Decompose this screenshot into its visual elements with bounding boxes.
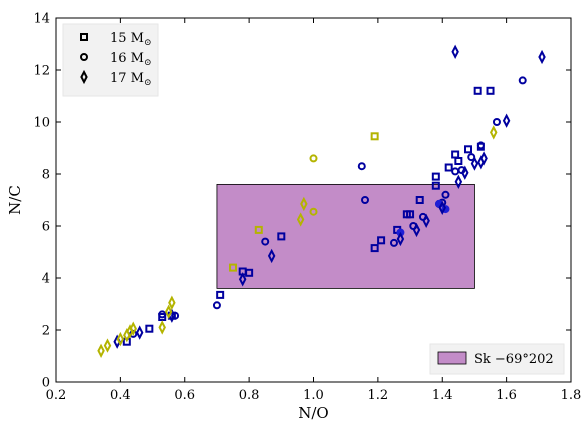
- circle-point: [441, 190, 450, 199]
- diamond-point: [538, 49, 546, 65]
- square-point: [454, 157, 463, 165]
- diamond-point: [454, 174, 463, 189]
- square-point: [145, 324, 154, 333]
- y-tick-label: 6: [42, 220, 50, 235]
- points-layer: [97, 44, 546, 358]
- diamond-point: [267, 248, 276, 264]
- y-tick-label: 12: [33, 64, 50, 79]
- square-point: [277, 232, 286, 241]
- legend-label-main: 17 M: [110, 71, 144, 86]
- legend: 15 M⊙16 M⊙17 M⊙: [62, 23, 159, 97]
- circle-point: [212, 301, 221, 310]
- x-tick-label: 1.2: [368, 388, 389, 403]
- y-tick-label: 8: [42, 168, 50, 183]
- square-point: [431, 172, 440, 181]
- circle-point: [361, 196, 369, 204]
- square-point: [216, 290, 225, 299]
- x-tick-label: 1.8: [561, 388, 581, 403]
- diamond-point: [97, 343, 105, 358]
- circle-point: [171, 311, 180, 320]
- legend-square-marker: [80, 33, 88, 41]
- x-tick-label: 0.8: [239, 388, 260, 403]
- x-tick-label: 0.6: [174, 388, 195, 403]
- x-tick-label: 1.6: [496, 388, 517, 403]
- diamond-point: [396, 231, 405, 247]
- square-point: [370, 132, 379, 141]
- diamond-point: [116, 331, 125, 347]
- legend-label-subscript: ⊙: [144, 78, 152, 88]
- circle-point: [518, 76, 527, 85]
- diamond-point: [158, 320, 166, 335]
- legend-label: 17 M⊙: [110, 71, 152, 88]
- diamond-point: [300, 196, 308, 212]
- square-point: [254, 225, 263, 234]
- circle-point: [357, 162, 366, 171]
- x-tick-label: 0.4: [110, 388, 131, 403]
- circle-point: [492, 118, 501, 126]
- region-legend: Sk −69°202: [429, 343, 565, 375]
- circle-point: [309, 154, 318, 163]
- y-tick-label: 2: [42, 324, 50, 339]
- ticks-layer: 0.2 0.4 0.6 0.8 1.0 1.2 1.4 1.6 1.8 0 2 4 6 8 10 12 14: [33, 12, 581, 404]
- x-tick-label: 1.4: [432, 388, 453, 403]
- legend-box: [62, 23, 159, 97]
- diamond-point: [412, 222, 421, 238]
- diamond-point: [451, 44, 459, 59]
- square-point: [377, 236, 386, 245]
- square-point: [451, 150, 460, 159]
- x-axis-label: N/O: [298, 404, 328, 422]
- square-point: [464, 145, 472, 154]
- square-point: [415, 196, 424, 204]
- circle-point: [476, 141, 485, 150]
- region-layer: [216, 183, 475, 289]
- circle-point: [261, 237, 270, 246]
- diamond-point: [135, 325, 144, 340]
- square-point: [473, 86, 482, 95]
- square-point: [486, 86, 495, 95]
- y-tick-label: 0: [42, 376, 50, 391]
- diamond-point: [490, 125, 498, 140]
- sk-region: [216, 183, 475, 289]
- diamond-point: [502, 113, 511, 128]
- diamond-point: [438, 200, 446, 215]
- circle-point: [389, 238, 398, 247]
- square-point: [444, 163, 453, 172]
- square-point: [431, 181, 440, 190]
- diamond-point: [480, 151, 488, 166]
- square-point: [370, 244, 379, 253]
- diamond-point: [296, 212, 305, 227]
- square-point: [245, 268, 254, 277]
- square-point: [406, 210, 415, 219]
- circle-point: [309, 207, 318, 216]
- circle-point: [158, 310, 167, 319]
- region-legend-swatch: [437, 351, 467, 365]
- legend-label: 16 M⊙: [110, 51, 152, 68]
- diamond-point: [238, 272, 247, 287]
- region-legend-label: Sk −69°202: [474, 352, 554, 367]
- legend-label-main: 16 M: [110, 51, 144, 66]
- diamond-point: [470, 156, 479, 171]
- diamond-point: [129, 321, 137, 336]
- legend-label-main: 15 M: [110, 31, 144, 46]
- y-tick-label: 10: [33, 116, 50, 131]
- y-tick-label: 4: [42, 272, 50, 287]
- diamond-point: [168, 295, 176, 310]
- diamond-point: [103, 338, 112, 353]
- diamond-point: [422, 213, 430, 228]
- legend-diamond-marker: [80, 69, 88, 85]
- y-axis-label: N/C: [6, 185, 24, 215]
- legend-circle-marker: [80, 53, 88, 61]
- square-point: [229, 263, 238, 272]
- x-tick-label: 1.0: [303, 388, 324, 403]
- y-tick-label: 14: [33, 12, 50, 27]
- legend-label-subscript: ⊙: [144, 58, 152, 68]
- diamond-point: [164, 304, 173, 319]
- diamond-point: [461, 165, 469, 180]
- legend-label-subscript: ⊙: [144, 38, 152, 48]
- x-tick-label: 0.2: [46, 388, 67, 403]
- legend-label: 15 M⊙: [110, 31, 152, 48]
- circle-point: [451, 167, 460, 176]
